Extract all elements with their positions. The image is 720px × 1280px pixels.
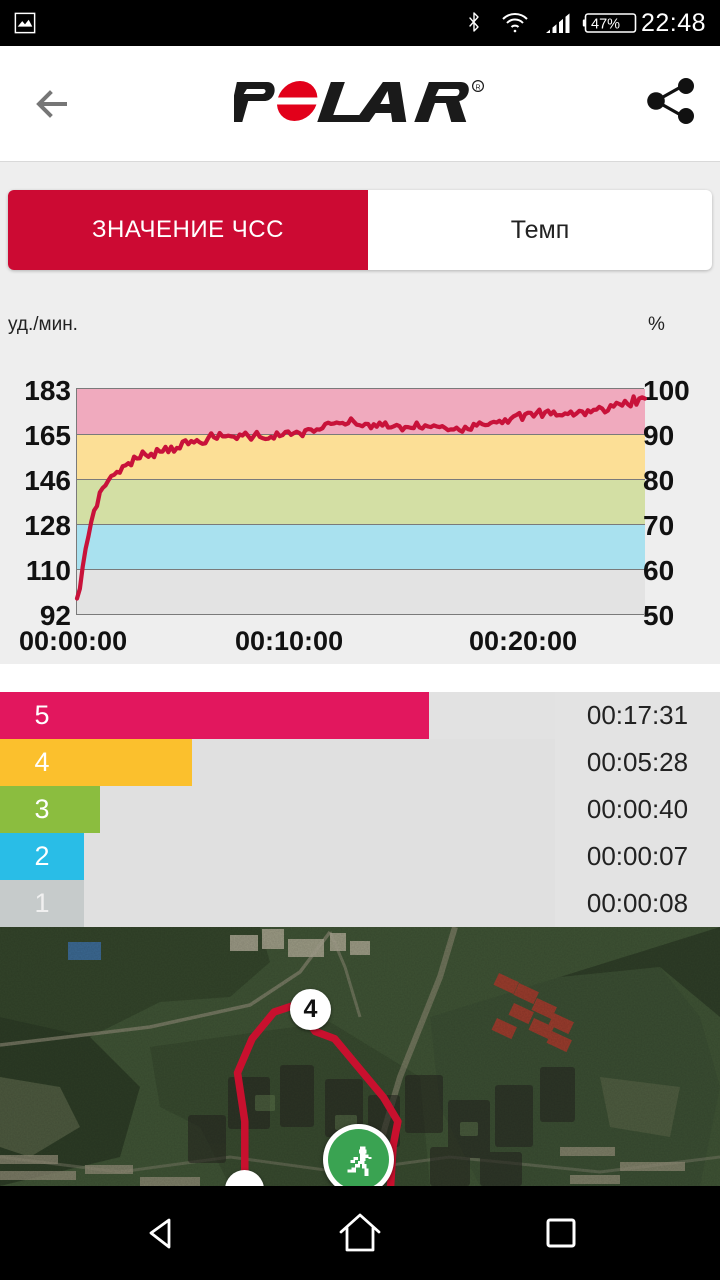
svg-text:47%: 47% xyxy=(591,16,620,32)
svg-text:R: R xyxy=(475,84,480,91)
